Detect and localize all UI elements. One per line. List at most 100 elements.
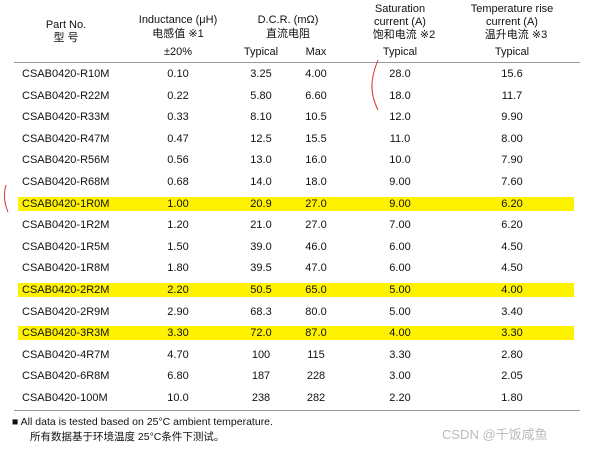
part-number: CSAB0420-100M [22,392,108,404]
table-cell: 80.0 [305,305,327,318]
table-cell: 4.00 [305,68,327,80]
part-number: CSAB0420-2R9M [22,305,110,318]
table-cell: 6.80 [167,370,189,383]
part-number: CSAB0420-R22M [22,89,110,102]
table-cell: 1.50 [167,240,189,253]
table-cell: 1.20 [167,219,189,232]
table-cell: 6.20 [501,219,523,232]
red-stroke [4,184,9,213]
table-cell: 228 [306,370,326,383]
table-cell: 18.0 [389,89,411,102]
subheader: Typical [243,46,279,58]
table-cell: 7.90 [501,154,523,167]
table-cell: 1.00 [167,197,189,210]
table-cell: 15.5 [305,132,327,145]
table-cell: 14.0 [250,176,272,188]
header: Part No. [45,19,87,31]
table-cell: 10.0 [389,154,411,167]
header: Saturation [374,3,426,15]
table-cell: 16.0 [305,154,327,167]
table-cell: 6.60 [305,89,327,102]
table-cell: 11.7 [501,89,523,102]
watermark: CSDN @千饭咸鱼 [442,427,548,442]
table-cell: 4.00 [389,327,411,340]
table-cell: 9.00 [389,176,411,188]
table-cell: 115 [307,348,325,361]
table-cell: 3.40 [501,305,523,318]
table-cell: 4.70 [167,348,189,361]
table-cell: 4.00 [501,284,523,296]
table-cell: 7.00 [389,219,411,232]
table-cell: 3.30 [501,327,523,340]
table-cell: 12.5 [250,132,272,145]
table-cell: 28.0 [389,68,411,80]
part-number: CSAB0420-R33M [22,111,110,124]
table-cell: 2.20 [389,392,411,404]
part-number: CSAB0420-3R3M [22,327,110,340]
table-cell: 1.80 [501,392,523,404]
subheader: Typical [382,46,418,58]
table-cell: 39.5 [250,262,272,275]
table-cell: 5.80 [250,89,272,102]
table-cell: 21.0 [250,219,272,232]
table-cell: 9.90 [501,111,523,124]
table-cell: 72.0 [250,327,272,340]
row-highlight [18,326,574,341]
table-cell: 27.0 [305,197,327,210]
table-cell: 46.0 [305,240,327,253]
table-cell: 7.60 [501,176,523,188]
part-number: CSAB0420-R56M [22,154,110,167]
table-cell: 2.90 [167,305,189,318]
table-cell: 9.00 [389,197,411,210]
table-cell: 2.80 [501,348,523,361]
part-number: CSAB0420-1R5M [22,240,110,253]
table-cell: 18.0 [305,176,327,188]
row-highlight [18,196,574,211]
table-cell: 3.30 [389,348,411,361]
table-cell: 6.20 [501,197,523,210]
header: 温升电流 ※3 [484,29,548,41]
part-number: CSAB0420-1R8M [22,262,110,275]
table-cell: 187 [251,370,271,383]
table-cell: 11.0 [389,132,411,145]
table-cell: 10.0 [167,392,189,404]
table-cell: 8.00 [501,132,523,145]
table-cell: 0.68 [167,176,189,188]
table-cell: 68.3 [250,305,272,318]
table-cell: 6.00 [389,240,411,253]
table-cell: 0.33 [167,111,189,124]
header: 电感值 ※1 [152,28,204,40]
table-cell: 6.00 [389,262,411,275]
table-cell: 65.0 [305,284,327,296]
table-cell: 12.0 [389,111,411,124]
table-cell: 5.00 [389,305,411,318]
header: Temperature rise [470,3,554,15]
footnote: ■ All data is tested based on 25°C ambie… [12,416,273,428]
table-cell: 2.05 [501,370,523,383]
table-cell: 4.50 [501,262,523,275]
header: D.C.R. (mΩ) [257,14,319,26]
table-cell: 3.30 [167,327,189,340]
table-cell: 13.0 [250,154,272,167]
table-cell: 47.0 [305,262,327,275]
part-number: CSAB0420-R68M [22,176,110,188]
part-number: CSAB0420-1R0M [22,197,110,210]
table-cell: 0.47 [167,132,189,145]
row-highlight [18,283,574,297]
table-cell: 10.5 [305,111,327,124]
subheader: Typical [494,46,530,58]
table-cell: 100 [251,348,271,361]
header: Inductance (μH) [138,14,218,26]
header: ±20% [163,46,193,58]
table-cell: 87.0 [305,327,327,340]
table-cell: 0.56 [167,154,189,167]
table-cell: 5.00 [389,284,411,296]
table-cell: 15.6 [501,68,523,80]
header: current (A) [374,16,426,28]
table-cell: 238 [251,392,271,404]
table-cell: 4.50 [501,240,523,253]
table-cell: 1.80 [167,262,189,275]
table-cell: 20.9 [250,197,272,210]
table-cell: 8.10 [250,111,272,124]
header: 直流电阻 [266,28,310,40]
